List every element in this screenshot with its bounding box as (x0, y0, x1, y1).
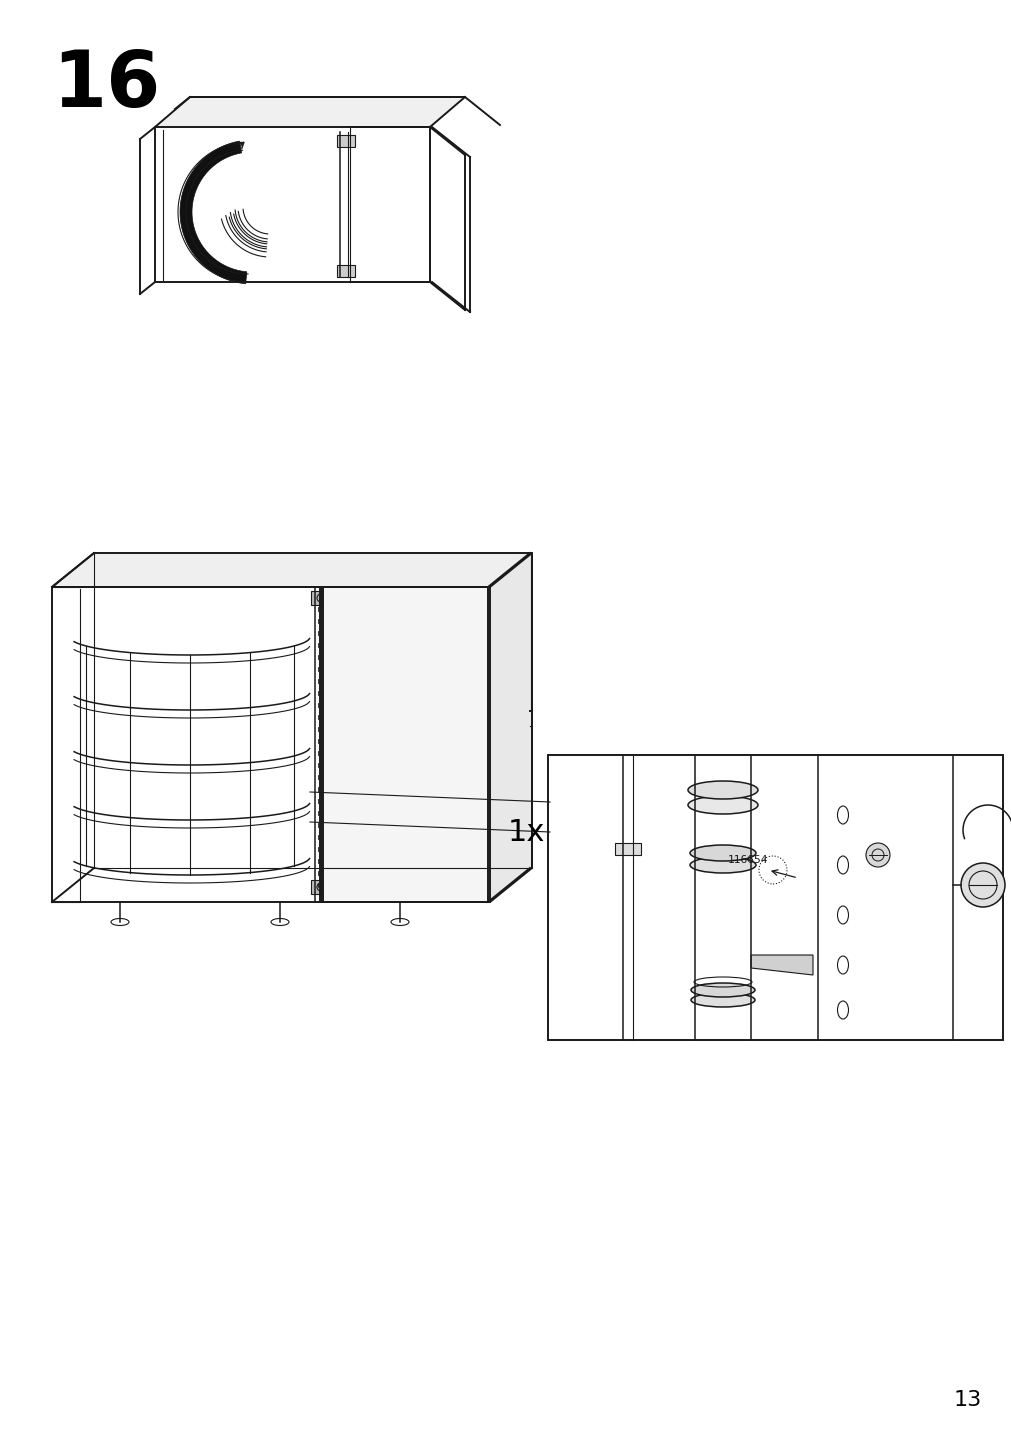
Ellipse shape (691, 982, 754, 997)
Bar (310, 881, 331, 894)
Bar (337, 265, 355, 276)
Polygon shape (52, 553, 532, 587)
Ellipse shape (690, 845, 755, 861)
Text: 16: 16 (52, 47, 160, 123)
Ellipse shape (687, 780, 757, 799)
Polygon shape (489, 553, 532, 902)
Bar (323, 587, 487, 902)
Bar (337, 135, 355, 147)
Polygon shape (750, 955, 812, 975)
Polygon shape (155, 97, 464, 127)
Polygon shape (180, 142, 247, 284)
Text: 1x: 1x (508, 818, 545, 846)
Text: 116654: 116654 (727, 855, 767, 865)
Bar (310, 591, 331, 604)
Ellipse shape (690, 856, 755, 874)
Ellipse shape (687, 796, 757, 813)
Circle shape (865, 843, 889, 866)
Polygon shape (615, 843, 640, 855)
Circle shape (960, 863, 1004, 906)
Text: 13: 13 (953, 1390, 981, 1411)
Bar (548, 755, 1002, 1040)
Ellipse shape (691, 992, 754, 1007)
Bar (548, 755, 1002, 1040)
